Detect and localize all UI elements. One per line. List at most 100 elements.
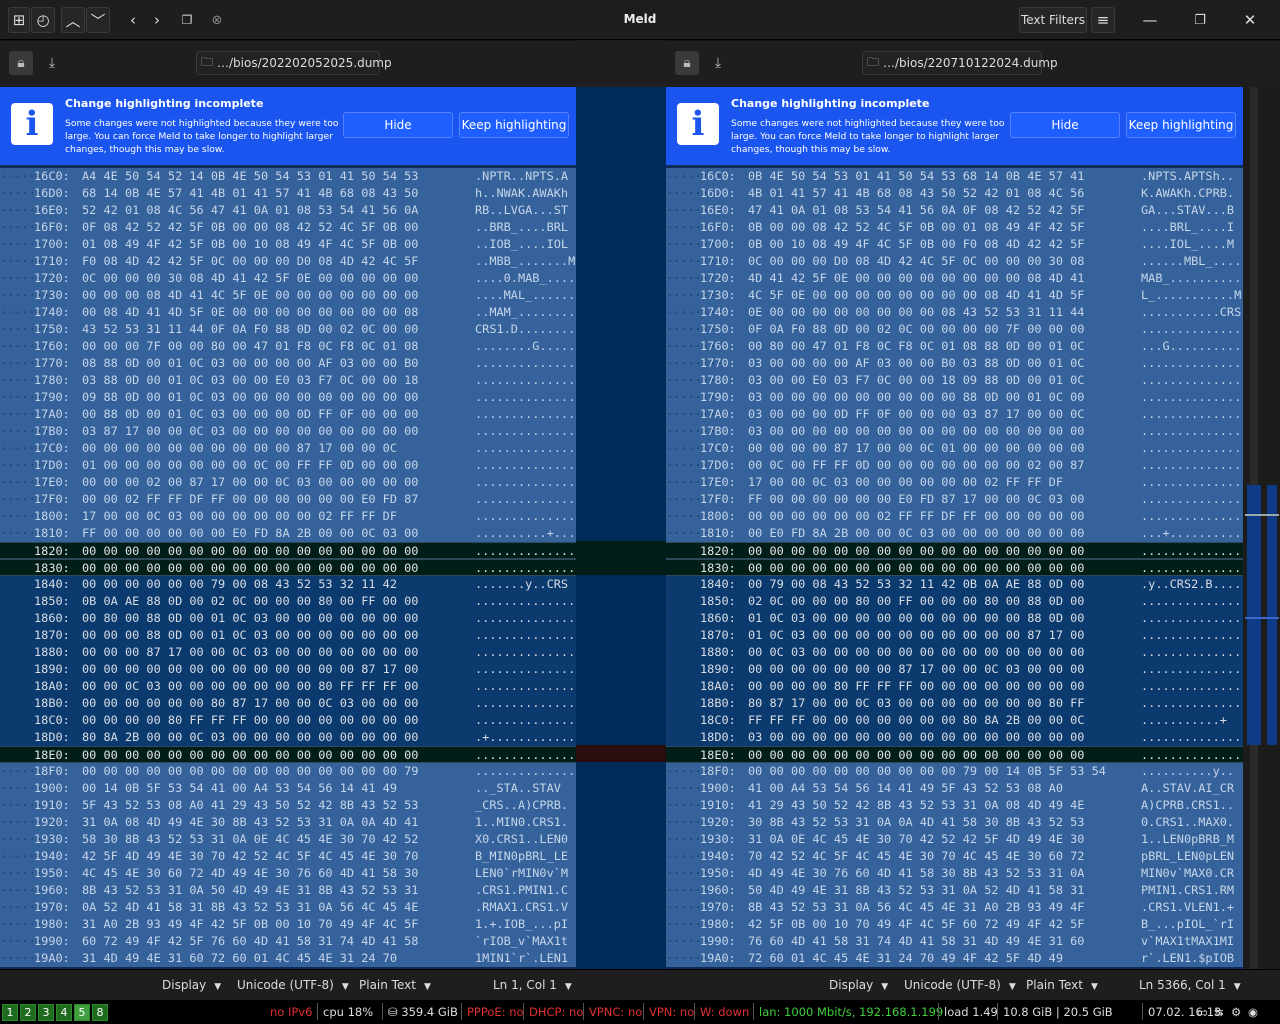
whitespace-marker: ········· xyxy=(666,883,731,897)
whitespace-marker: ········· xyxy=(666,186,731,200)
hex-line: ········· 1850: 02 0C 00 00 00 80 00 FF 00… xyxy=(666,593,1243,610)
hex-line: ········· 1940: 42 5F 4D 49 4E 30 70 42 52… xyxy=(0,848,576,865)
right-text-view[interactable]: ········· 16C0: 0B 4E 50 54 53 01 41 50 54… xyxy=(666,165,1243,969)
left-encoding-menu[interactable]: Unicode (UTF-8) ▼ xyxy=(237,978,349,992)
banner-body: Some changes were not highlighted becaus… xyxy=(731,118,1005,155)
push-right-icon[interactable]: › xyxy=(154,11,160,29)
previous-change-icon[interactable]: ︿ xyxy=(61,7,85,33)
hamburger-menu-icon[interactable]: ≡ xyxy=(1091,7,1115,33)
hex-ascii: B_MIN0pBRL_LE xyxy=(475,849,569,863)
left-position-menu[interactable]: Ln 1, Col 1 ▼ xyxy=(493,978,572,992)
workspace-1[interactable]: 1 xyxy=(2,1004,18,1021)
right-encoding-menu[interactable]: Unicode (UTF-8) ▼ xyxy=(904,978,1016,992)
left-text-view[interactable]: ········· 16C0: A4 4E 50 54 52 14 0B 4E 50… xyxy=(0,165,576,969)
next-change-icon[interactable]: ﹀ xyxy=(86,7,110,33)
left-file-button[interactable]: 🗀︎ …/bios/202202052025.dump xyxy=(196,51,392,75)
hex-line: ········· 1930: 31 0A 0E 4C 45 4E 30 70 42… xyxy=(666,831,1243,848)
hex-offset: 18A0: xyxy=(34,679,70,693)
hex-ascii: ....0.MAB_.... xyxy=(475,271,576,285)
workspace-4[interactable]: 4 xyxy=(56,1004,72,1021)
hide-button[interactable]: Hide xyxy=(1010,112,1120,138)
copy-icon[interactable]: ❐ xyxy=(181,13,193,27)
hex-line: ········· 1710: F0 08 4D 42 42 5F 0C 00 00… xyxy=(0,253,576,270)
hex-line: ········· 1800: 00 00 00 00 00 00 02 FF FF… xyxy=(666,508,1243,525)
hex-line: ········· 17C0: 00 00 00 00 00 00 00 00 00… xyxy=(0,440,576,457)
close-icon[interactable]: ✕ xyxy=(1243,11,1257,29)
hex-bytes: 00 00 00 00 00 00 80 87 17 00 00 0C 03 0… xyxy=(82,696,419,710)
hex-ascii: ............... xyxy=(475,679,576,693)
hex-offset: 1940: xyxy=(34,849,70,863)
workspace-2[interactable]: 2 xyxy=(20,1004,36,1021)
diff-map-scrollbar[interactable] xyxy=(1243,87,1280,969)
whitespace-marker: ········· xyxy=(0,441,65,455)
hex-offset: 1860: xyxy=(700,611,736,625)
hex-line: 18E0: 00 00 00 00 00 00 00 00 00 00 00 00… xyxy=(0,746,576,763)
hex-ascii: ............... xyxy=(475,594,576,608)
right-display-menu[interactable]: Display ▼ xyxy=(829,978,889,992)
whitespace-marker: ········· xyxy=(0,866,65,880)
hex-offset: 16D0: xyxy=(34,186,70,200)
hex-line: ········· 16E0: 47 41 0A 01 08 53 54 41 56… xyxy=(666,202,1243,219)
hex-ascii: ............... xyxy=(1141,424,1243,438)
tray-settings-icon[interactable]: ⚙ xyxy=(1231,1005,1242,1019)
hex-line: ········· 16F0: 0F 08 42 52 42 5F 0B 00 00… xyxy=(0,219,576,236)
whitespace-marker: ········· xyxy=(0,662,65,676)
left-display-menu[interactable]: Display ▼ xyxy=(162,978,222,992)
hex-offset: 1730: xyxy=(700,288,736,302)
workspace-5[interactable]: 5 xyxy=(74,1004,90,1021)
hex-offset: 18D0: xyxy=(34,730,70,744)
keep-highlighting-button[interactable]: Keep highlighting xyxy=(459,112,569,138)
hex-ascii: ..MAM_........ xyxy=(475,305,576,319)
hex-bytes: 00 88 0D 00 01 0C 03 00 00 00 0D FF 0F 0… xyxy=(82,407,419,421)
right-file-button[interactable]: 🗀︎ …/bios/220710122024.dump xyxy=(862,51,1058,75)
hex-ascii: ...........+ xyxy=(1141,713,1227,727)
tray-network-icon[interactable]: ⇆ xyxy=(1214,1005,1224,1019)
tray-wifi-icon[interactable]: ◉ xyxy=(1248,1005,1259,1019)
hex-ascii: ............... xyxy=(1141,441,1243,455)
hex-ascii: ............... xyxy=(1141,611,1243,625)
hex-line: ········· 19A0: 31 4D 49 4E 31 60 72 60 01… xyxy=(0,950,576,967)
save-icon[interactable]: ⤓ xyxy=(48,55,56,71)
lock-icon[interactable]: 🔒︎ xyxy=(675,51,699,75)
hex-bytes: 0B 0A AE 88 0D 00 02 0C 00 00 00 80 00 F… xyxy=(82,594,419,608)
hex-line: ········· 18B0: 00 00 00 00 00 00 80 87 17… xyxy=(0,695,576,712)
left-syntax-menu[interactable]: Plain Text ▼ xyxy=(359,978,431,992)
hex-ascii: .y..CRS2.B.... xyxy=(1141,577,1242,591)
hex-ascii: ............... xyxy=(1141,373,1243,387)
hex-ascii: ............... xyxy=(1141,748,1243,762)
status-separator xyxy=(643,1003,644,1020)
save-icon[interactable]: ⤓ xyxy=(714,55,722,71)
status-item: lan: 1000 Mbit/s, 192.168.1.199 xyxy=(759,1005,944,1019)
text-filters-button[interactable]: Text Filters xyxy=(1019,7,1087,33)
hex-offset: 16E0: xyxy=(34,203,70,217)
push-left-icon[interactable]: ‹ xyxy=(130,11,136,29)
hex-bytes: 02 0C 00 00 00 80 00 FF 00 00 00 80 00 8… xyxy=(748,594,1085,608)
hex-bytes: 42 5F 4D 49 4E 30 70 42 52 4C 5F 4C 45 4… xyxy=(82,849,419,863)
hex-bytes: 01 0C 03 00 00 00 00 00 00 00 00 00 00 8… xyxy=(748,611,1085,625)
hex-line: ········· 16C0: 0B 4E 50 54 53 01 41 50 54… xyxy=(666,168,1243,185)
workspace-3[interactable]: 3 xyxy=(38,1004,54,1021)
keep-highlighting-button[interactable]: Keep highlighting xyxy=(1126,112,1236,138)
lock-icon[interactable]: 🔒︎ xyxy=(9,51,33,75)
hex-bytes: 00 00 00 7F 00 00 80 00 47 01 F8 0C F8 0… xyxy=(82,339,419,353)
hex-line: ········· 17B0: 03 87 17 00 00 0C 03 00 00… xyxy=(0,423,576,440)
maximize-icon[interactable]: ❐ xyxy=(1194,12,1206,28)
hex-bytes: 00 00 00 00 00 00 00 00 00 00 00 00 00 0… xyxy=(748,544,1085,558)
hex-offset: 18F0: xyxy=(700,764,736,778)
whitespace-marker: ········· xyxy=(0,339,65,353)
stop-icon[interactable]: ⊗ xyxy=(211,12,223,28)
status-item: VPN: no xyxy=(649,1005,695,1019)
hex-bytes: 8B 43 52 53 31 0A 56 4C 45 4E 31 A0 2B 9… xyxy=(748,900,1085,914)
workspace-8[interactable]: 8 xyxy=(92,1004,108,1021)
whitespace-marker: ········· xyxy=(666,764,731,778)
tray-window-icon[interactable]: ▭ xyxy=(1197,1005,1208,1019)
new-comparison-icon[interactable]: ⊞ xyxy=(8,7,30,33)
right-syntax-menu[interactable]: Plain Text ▼ xyxy=(1026,978,1098,992)
hex-offset: 1830: xyxy=(700,561,736,575)
status-separator xyxy=(997,1003,998,1020)
hex-ascii: .NPTS.APTSh.. xyxy=(1141,169,1235,183)
hide-button[interactable]: Hide xyxy=(343,112,453,138)
history-icon[interactable]: ◴ xyxy=(31,7,55,33)
right-position-menu[interactable]: Ln 5366, Col 1 ▼ xyxy=(1139,978,1241,992)
minimize-icon[interactable]: — xyxy=(1142,11,1158,29)
